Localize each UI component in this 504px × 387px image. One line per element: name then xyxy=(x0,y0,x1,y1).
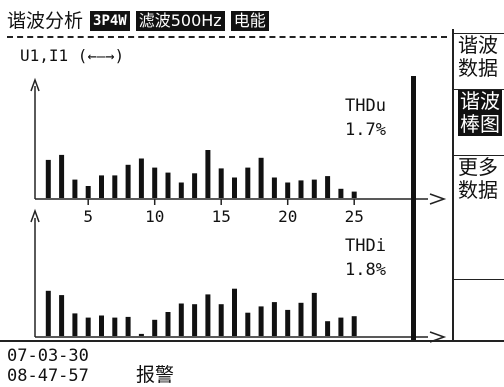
thdu-bar-h13 xyxy=(192,173,198,198)
thdi-bar-h12 xyxy=(178,303,184,336)
thdu-value: 1.7% xyxy=(345,120,386,140)
menu-item-harmonic-data[interactable]: 谐波 数据 xyxy=(454,33,504,85)
lower-bars xyxy=(45,288,357,336)
thdi-label: THDi xyxy=(345,236,386,256)
thdu-bar-h17 xyxy=(245,167,251,198)
filter-badge: 滤波500Hz xyxy=(135,11,225,31)
softkey-menu: 谐波 数据 谐波 棒图 更多 数据 xyxy=(452,29,504,341)
lower-axes xyxy=(30,208,447,343)
thdi-bar-h3 xyxy=(59,295,65,336)
x-tick-label: 5 xyxy=(83,207,93,226)
thdi-bar-h21 xyxy=(298,302,304,336)
menu-item-line: 谐波 xyxy=(458,33,498,57)
thdi-bar-h24 xyxy=(338,317,344,336)
thdi-bar-h22 xyxy=(311,292,317,336)
channel-label-close: ) xyxy=(114,46,125,65)
menu-item-more-data[interactable]: 更多 数据 xyxy=(454,155,504,207)
menu-item-harmonic-bar[interactable]: 谐波 棒图 xyxy=(454,89,504,151)
thdi-bar-h7 xyxy=(112,317,118,336)
thdi-bar-h5 xyxy=(85,317,91,336)
x-tick-labels: 5 10 15 20 25 xyxy=(83,199,364,226)
thdu-bar-h2 xyxy=(45,159,51,198)
cursor-arrow-icon: ←—→ xyxy=(87,47,115,65)
menu-item-line: 数据 xyxy=(458,178,498,202)
x-tick-label: 15 xyxy=(212,207,231,226)
thdu-bar-h8 xyxy=(125,164,131,198)
thdu-bar-h18 xyxy=(258,157,264,198)
thdi-bar-h11 xyxy=(165,312,171,336)
thdu-bar-h23 xyxy=(325,176,331,198)
thdi-value: 1.8% xyxy=(345,260,386,280)
page-title: 谐波分析 xyxy=(7,10,84,32)
wiring-mode-badge: 3P4W xyxy=(90,11,130,31)
thdi-bar-h4 xyxy=(72,313,78,336)
x-tick-label: 20 xyxy=(278,207,297,226)
upper-x-arrow-icon xyxy=(429,193,447,205)
x-tick-label: 25 xyxy=(345,207,364,226)
alarm-indicator: 报警 xyxy=(136,364,175,386)
thdu-readout: THDu 1.7% xyxy=(330,94,386,142)
menu-item-empty[interactable] xyxy=(454,279,504,339)
thdu-bar-h24 xyxy=(338,188,344,198)
energy-badge: 电能 xyxy=(230,11,269,31)
thdu-bar-h22 xyxy=(311,179,317,198)
thdu-bar-h14 xyxy=(205,150,211,198)
thdi-bar-h2 xyxy=(45,290,51,336)
status-divider xyxy=(0,340,504,342)
thdi-bar-h15 xyxy=(218,304,224,336)
status-time: 08-47-57 xyxy=(7,366,89,386)
thdi-bar-h23 xyxy=(325,321,331,336)
thdi-bar-h10 xyxy=(152,319,158,336)
menu-item-line: 谐波 xyxy=(458,89,502,113)
menu-item-line: 数据 xyxy=(458,56,498,80)
thdu-bar-h15 xyxy=(218,168,224,198)
x-tick-label: 10 xyxy=(145,207,164,226)
thdi-bar-h8 xyxy=(125,316,131,336)
channel-label: U1,I1 (←—→) xyxy=(20,46,124,65)
thdu-bar-h16 xyxy=(232,177,237,198)
thdi-bar-h20 xyxy=(285,309,291,336)
fundamental-cursor-bar[interactable] xyxy=(411,76,416,340)
upper-bars xyxy=(45,150,357,198)
header-divider xyxy=(7,36,447,38)
thdi-bar-h16 xyxy=(232,288,237,336)
thdu-bar-h12 xyxy=(178,182,184,198)
thdu-bar-h9 xyxy=(138,158,144,198)
thdi-bar-h9 xyxy=(138,333,144,336)
thdu-bar-h11 xyxy=(165,172,171,198)
thdu-bar-h4 xyxy=(72,179,78,198)
thdu-bar-h19 xyxy=(271,177,277,198)
header-bar: 谐波分析 3P4W 滤波500Hz 电能 xyxy=(7,9,275,33)
thdi-bar-h14 xyxy=(205,294,211,336)
menu-item-line: 更多 xyxy=(458,155,498,179)
menu-item-line: 棒图 xyxy=(458,112,502,136)
thdu-bar-h5 xyxy=(85,186,91,198)
thdu-bar-h25 xyxy=(351,191,357,198)
lower-y-arrow-icon xyxy=(30,208,40,223)
thdu-bar-h3 xyxy=(59,154,65,198)
thdi-bar-h18 xyxy=(258,306,264,336)
thdu-bar-h10 xyxy=(152,167,158,198)
upper-axes xyxy=(30,77,447,205)
thdu-label: THDu xyxy=(345,96,386,116)
thdu-bar-h7 xyxy=(112,175,118,198)
thdi-bar-h19 xyxy=(271,302,277,336)
thdi-readout: THDi 1.8% xyxy=(330,234,386,282)
thdu-bar-h21 xyxy=(298,180,304,198)
thdi-bar-h25 xyxy=(351,316,357,336)
status-date: 07-03-30 xyxy=(7,346,89,366)
thdu-bar-h20 xyxy=(285,182,291,198)
thdi-bar-h17 xyxy=(245,312,251,336)
channel-label-text: U1,I1 ( xyxy=(20,46,88,65)
thdi-bar-h13 xyxy=(192,304,198,336)
thdu-bar-h6 xyxy=(99,175,104,198)
upper-y-arrow-icon xyxy=(30,77,40,92)
thdi-bar-h6 xyxy=(99,315,104,336)
